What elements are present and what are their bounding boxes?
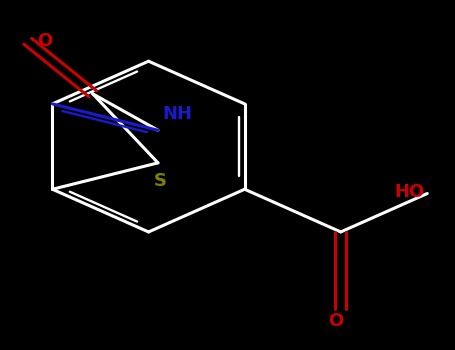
Text: O: O xyxy=(37,32,52,50)
Text: O: O xyxy=(329,312,344,330)
Text: HO: HO xyxy=(395,183,425,201)
Text: S: S xyxy=(154,172,167,190)
Text: NH: NH xyxy=(162,105,192,123)
